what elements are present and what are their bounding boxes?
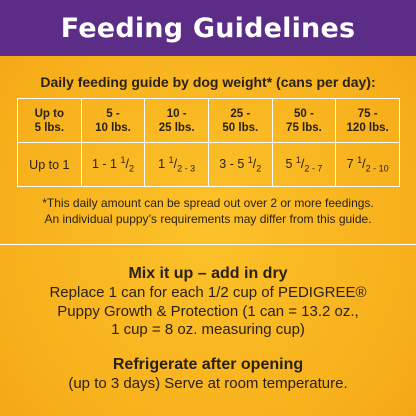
footnote-line: An individual puppy’s requirements may d… (44, 212, 372, 226)
weight-cell: 75 -120 lbs. (335, 98, 400, 143)
mix-line: Replace 1 can for each 1/2 cup of PEDIGR… (49, 284, 367, 301)
cans-cell: 5 1/2 - 7 (271, 142, 337, 187)
weight-cell: 10 -25 lbs. (144, 98, 209, 143)
divider (0, 244, 416, 245)
mix-line: Puppy Growth & Protection (1 can = 13.2 … (57, 302, 359, 320)
refrigerate-section: Refrigerate after opening (up to 3 days)… (0, 355, 416, 394)
footnote: *This daily amount can be spread out ove… (0, 195, 416, 227)
cans-cell: 1 1/2 - 3 (144, 142, 209, 187)
cans-row: Up to 1 1 - 1 1/2 1 1/2 - 3 3 - 5 1/2 5 … (17, 142, 400, 187)
weight-row: Up to 5 lbs. 5 -10 lbs. 10 -25 lbs. 25 -5… (17, 98, 400, 143)
refrigerate-line: (up to 3 days) Serve at room temperature… (68, 375, 348, 392)
feeding-table: Up to 5 lbs. 5 -10 lbs. 10 -25 lbs. 25 -5… (17, 98, 400, 187)
page-title: Feeding Guidelines (60, 12, 356, 44)
weight-cell: Up to 5 lbs. (17, 98, 82, 143)
weight-cell: 5 -10 lbs. (80, 98, 146, 143)
refrigerate-title: Refrigerate after opening (112, 356, 304, 373)
cans-cell: Up to 1 (17, 142, 82, 187)
header-banner: Feeding Guidelines (0, 0, 416, 56)
cans-cell: 7 1/2 - 10 (335, 142, 400, 187)
mix-title: Mix it up – add in dry (128, 265, 288, 282)
cans-cell: 1 - 1 1/2 (80, 142, 146, 187)
guide-subtitle: Daily feeding guide by dog weight* (cans… (40, 74, 376, 90)
weight-cell: 25 -50 lbs. (207, 98, 273, 143)
footnote-line: *This daily amount can be spread out ove… (42, 196, 374, 210)
mix-section: Mix it up – add in dry Replace 1 can for… (0, 264, 416, 340)
weight-cell: 50 -75 lbs. (271, 98, 337, 143)
cans-cell: 3 - 5 1/2 (207, 142, 273, 187)
mix-line: 1 cup = 8 oz. measuring cup) (111, 321, 305, 338)
